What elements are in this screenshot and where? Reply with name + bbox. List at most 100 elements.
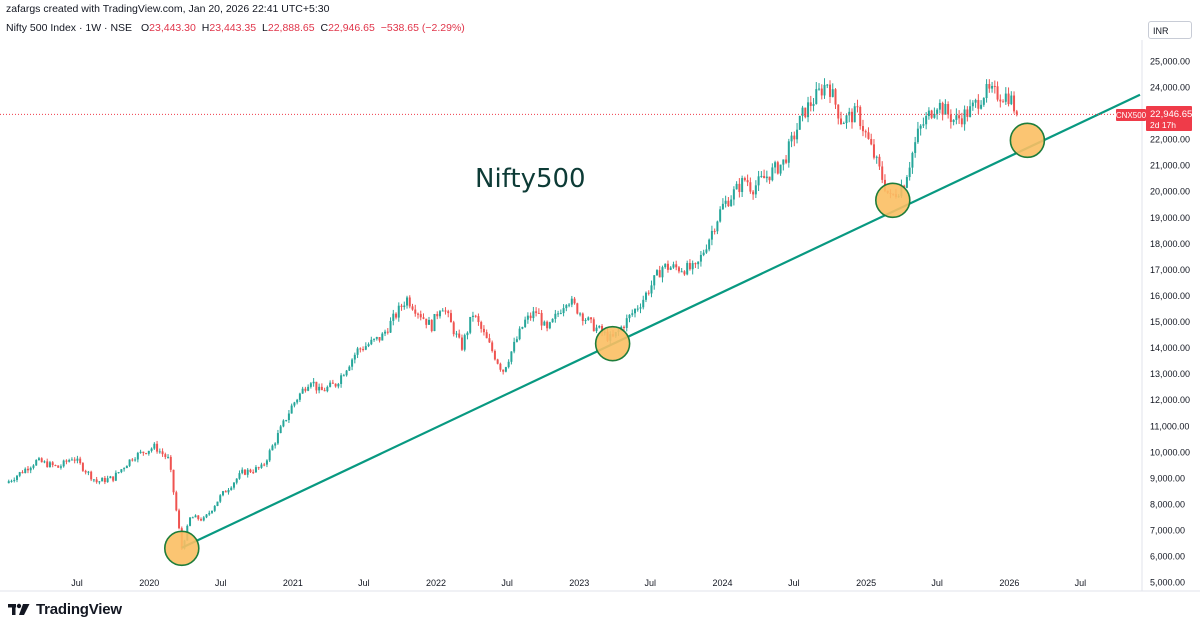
symbol-tag-label: CNX500 (1116, 111, 1147, 120)
candle-body (57, 465, 60, 468)
time-tick-label: Jul (1075, 578, 1087, 588)
candle-body (590, 317, 593, 320)
candle-body (373, 338, 376, 340)
candle-body (438, 311, 441, 317)
candle-body (290, 405, 293, 414)
candle-body (329, 382, 332, 387)
candle-body (922, 124, 925, 126)
candle-body (540, 312, 543, 326)
candle-body (963, 109, 966, 125)
change-value: −538.65 (−2.29%) (380, 22, 465, 34)
candle-body (326, 386, 329, 392)
tradingview-logo-icon (8, 603, 30, 615)
candle-body (804, 107, 807, 118)
candle-body (463, 335, 466, 350)
candle-body (818, 88, 821, 90)
candle-body (73, 459, 76, 461)
candle-body (436, 314, 439, 317)
tradingview-brand[interactable]: TradingView (8, 601, 122, 618)
currency-selector[interactable]: INR (1148, 21, 1192, 39)
candle-body (87, 471, 90, 473)
candle-body (573, 298, 576, 304)
candle-body (790, 135, 793, 142)
candle-body (911, 152, 914, 168)
axis-separators (0, 40, 1200, 592)
candle-body (815, 89, 818, 104)
candle-body (427, 319, 430, 325)
candle-body (98, 481, 101, 483)
candle-body (727, 200, 730, 207)
candle-body (10, 480, 13, 482)
candle-body (675, 264, 678, 268)
price-tick-label: 5,000.00 (1150, 578, 1185, 588)
candle-body (584, 320, 587, 322)
candle-body (664, 263, 667, 268)
candle-body (966, 109, 969, 117)
candle-body (219, 495, 222, 502)
nifty500-annotation[interactable]: Nifty500 (475, 164, 586, 194)
candle-body (37, 458, 40, 461)
candle-body (853, 106, 856, 123)
time-tick-label: Jul (71, 578, 83, 588)
price-tick-label: 21,000.00 (1150, 161, 1190, 171)
candle-body (367, 344, 370, 347)
price-tick-label: 25,000.00 (1150, 56, 1190, 66)
candle-body (856, 106, 859, 108)
candle-body (716, 221, 719, 232)
time-axis: Jul 2020 Jul 2021 Jul 2022 Jul 2023 Jul 2024 Jul 20… (71, 578, 1086, 588)
candle-body (307, 386, 310, 391)
candle-body (221, 491, 224, 496)
candle-body (482, 328, 485, 333)
price-tick-label: 16,000.00 (1150, 291, 1190, 301)
candle-body (441, 310, 444, 312)
candle-body (691, 263, 694, 270)
candle-body (227, 489, 230, 493)
candle-body (139, 451, 142, 453)
candle-body (243, 469, 246, 475)
candle-body (499, 363, 502, 370)
candle-body (980, 104, 983, 109)
trendline-layer[interactable] (181, 93, 1141, 549)
low-label: L (262, 22, 268, 34)
candle-body (927, 110, 930, 117)
time-tick-label: 2022 (426, 578, 446, 588)
candle-body (106, 478, 109, 483)
high-value: 23,443.35 (209, 22, 257, 34)
candle-body (960, 118, 963, 125)
candle-body (265, 460, 268, 465)
candle-body (131, 459, 134, 461)
candle-body (120, 469, 123, 473)
candle-body (581, 313, 584, 321)
candle-body (776, 162, 779, 174)
candle-body (7, 481, 10, 484)
candle-body (850, 111, 853, 123)
candle-body (730, 199, 733, 207)
candle-body (760, 175, 763, 177)
price-tick-label: 15,000.00 (1150, 317, 1190, 327)
candle-body (601, 325, 604, 333)
candle-body (502, 369, 505, 372)
candle-body (485, 332, 488, 339)
candle-body (834, 89, 837, 105)
instrument-label[interactable]: Nifty 500 Index · 1W · NSE (6, 22, 133, 34)
candle-body (197, 515, 200, 520)
candle-body (916, 128, 919, 143)
candle-body (123, 468, 126, 470)
candle-body (287, 413, 290, 421)
candle-body (301, 388, 304, 394)
candle-body (430, 319, 433, 332)
candle-body (971, 102, 974, 107)
candle-body (864, 131, 867, 133)
candle-body (433, 314, 436, 332)
candle-body (548, 322, 551, 329)
candle-body (680, 271, 683, 273)
candle-body (774, 162, 777, 168)
candle-body (565, 305, 568, 309)
candle-body (480, 322, 483, 329)
candle-body (1015, 111, 1018, 115)
candle-body (35, 460, 38, 466)
support-trendline[interactable] (181, 93, 1141, 549)
candle-body (529, 315, 532, 319)
candle-body (919, 125, 922, 129)
